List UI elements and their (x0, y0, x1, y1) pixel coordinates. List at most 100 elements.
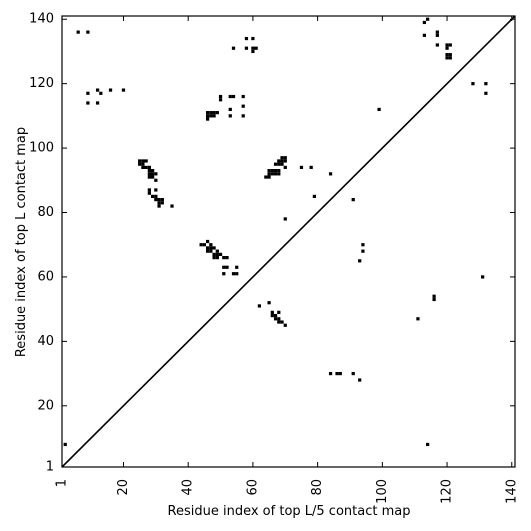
contact-point (209, 246, 213, 250)
contact-point (228, 94, 232, 99)
x-tick-label: 40 (181, 479, 196, 496)
contact-point (86, 101, 90, 105)
contact-point (222, 265, 226, 269)
contact-point (241, 94, 245, 99)
contact-point (141, 165, 145, 170)
x-tick-label: 20 (116, 479, 131, 496)
contact-point (283, 165, 287, 170)
contact-point (154, 194, 158, 199)
contact-point (484, 91, 488, 95)
contact-point (422, 33, 427, 37)
contact-point (280, 156, 284, 160)
y-tick-label: 40 (37, 334, 54, 349)
contact-point (445, 43, 449, 47)
y-tick-label: 120 (29, 76, 54, 91)
contact-point (95, 101, 100, 105)
y-tick-label: 140 (29, 12, 54, 27)
contact-point (277, 320, 281, 324)
contact-point (209, 249, 213, 253)
contact-point (215, 252, 219, 256)
contact-point (257, 304, 261, 308)
contact-point (435, 33, 439, 37)
contact-point (231, 46, 236, 50)
contact-point (218, 94, 223, 99)
contact-point (335, 371, 339, 376)
contact-point (241, 104, 245, 108)
contact-point (270, 172, 274, 176)
x-tick-label: 1 (55, 479, 70, 487)
contact-point (416, 317, 420, 321)
contact-point (202, 243, 206, 247)
contact-point (435, 43, 439, 47)
y-tick-label: 60 (37, 269, 54, 284)
contact-point (328, 172, 333, 176)
plot-frame (61, 15, 516, 468)
contact-point (484, 82, 488, 86)
contact-point (448, 53, 452, 57)
contact-point (270, 313, 274, 318)
contact-point (351, 371, 355, 376)
contact-point (209, 114, 213, 118)
contact-point (426, 442, 430, 447)
contact-point (218, 252, 223, 256)
contact-point (351, 198, 355, 202)
contact-point (235, 265, 239, 269)
contact-point (270, 310, 274, 314)
contact-point (277, 169, 281, 173)
contact-point (309, 165, 313, 170)
contact-point (209, 111, 213, 115)
contact-point (150, 175, 155, 179)
contact-point (244, 46, 249, 50)
contact-point (299, 165, 304, 170)
contact-point (154, 188, 158, 192)
contact-point (432, 294, 436, 298)
contact-point (264, 175, 268, 179)
contact-point (205, 111, 210, 115)
contact-point (273, 169, 278, 173)
contact-point (170, 204, 174, 208)
contact-point (280, 159, 284, 163)
contact-point (228, 107, 232, 112)
contact-point (209, 243, 213, 247)
contact-point (377, 107, 381, 112)
contact-point (435, 30, 439, 34)
contact-point (267, 175, 271, 179)
contact-point (358, 378, 362, 382)
contact-point (147, 191, 151, 195)
contact-point (228, 114, 232, 118)
points-layer (63, 17, 488, 447)
contact-point (361, 249, 365, 253)
contact-point (244, 36, 249, 41)
contact-point (222, 256, 226, 260)
contact-point (99, 91, 103, 95)
contact-point (448, 43, 452, 47)
contact-point (63, 442, 67, 447)
contact-point (422, 20, 427, 25)
contact-point (154, 172, 158, 176)
contact-point (241, 114, 245, 118)
contact-point (273, 317, 278, 321)
contact-point (157, 198, 161, 202)
x-axis-label: Residue index of top L/5 contact map (168, 504, 411, 519)
contact-point (312, 194, 317, 199)
contact-point (481, 275, 485, 279)
contact-point (147, 172, 151, 176)
contact-point (147, 175, 151, 179)
contact-point (138, 159, 142, 163)
contact-point (144, 165, 148, 170)
contact-point (95, 88, 100, 92)
contact-point (205, 239, 210, 244)
contact-point (235, 272, 239, 276)
contact-point (86, 30, 90, 34)
contact-point (141, 162, 145, 166)
contact-point (270, 169, 274, 173)
contact-point (138, 162, 142, 166)
x-tick-label: 60 (245, 479, 260, 496)
contact-point (205, 114, 210, 118)
contact-point (277, 310, 281, 314)
contact-point (277, 159, 281, 163)
contact-point (251, 36, 255, 41)
contact-point (205, 117, 210, 121)
contact-point (445, 46, 449, 50)
